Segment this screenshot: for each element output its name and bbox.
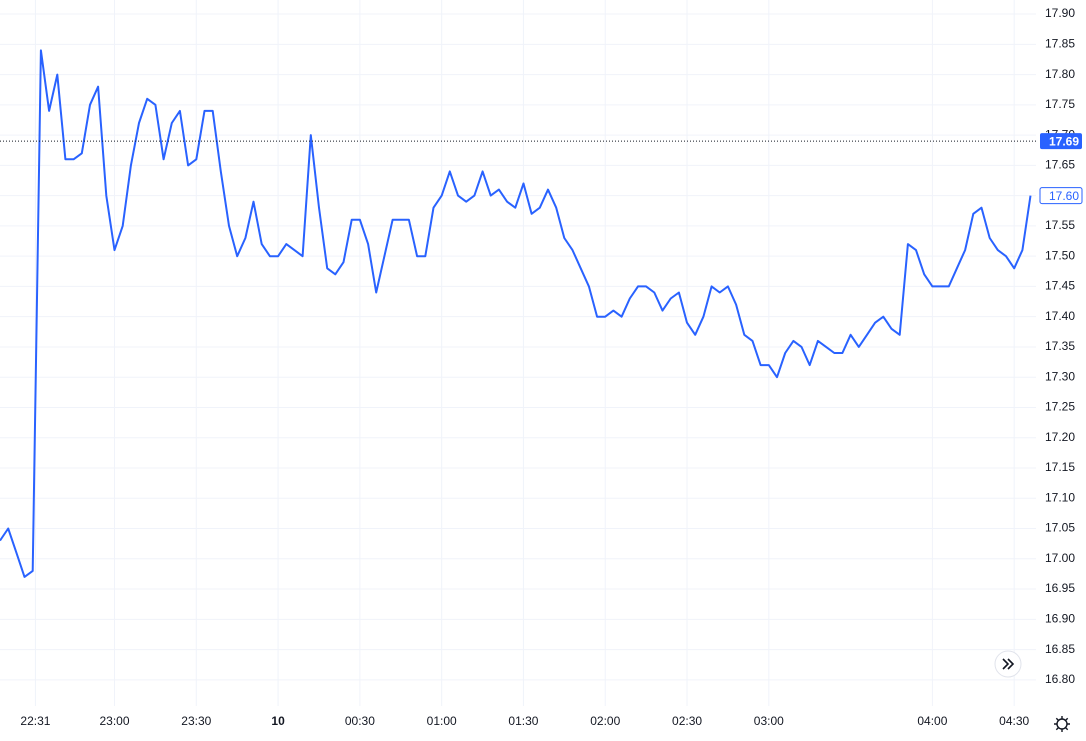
y-tick-label: 17.30	[1045, 369, 1075, 383]
reference-label-box	[1040, 133, 1082, 150]
y-tick-label: 16.80	[1045, 672, 1075, 686]
y-tick-label: 17.20	[1045, 430, 1075, 444]
y-tick-label: 16.90	[1045, 611, 1075, 625]
scroll-icon	[1002, 658, 1015, 670]
x-tick-label: 02:00	[590, 714, 620, 728]
y-tick-label: 17.35	[1045, 339, 1075, 353]
y-tick-label: 17.85	[1045, 36, 1075, 50]
y-tick-label: 17.65	[1045, 158, 1075, 172]
y-tick-label: 17.55	[1045, 218, 1075, 232]
x-tick-label: 04:30	[999, 714, 1029, 728]
y-tick-label: 17.75	[1045, 97, 1075, 111]
y-tick-label: 17.80	[1045, 67, 1075, 81]
last-label: 17.60	[1049, 189, 1079, 203]
y-tick-label: 17.05	[1045, 521, 1075, 535]
x-tick-label: 23:30	[181, 714, 211, 728]
y-tick-label: 17.15	[1045, 460, 1075, 474]
x-tick-label: 23:00	[99, 714, 129, 728]
y-tick-label: 16.85	[1045, 642, 1075, 656]
x-tick-label: 00:30	[345, 714, 375, 728]
x-tick-label: 22:31	[20, 714, 50, 728]
settings-button[interactable]	[1054, 716, 1070, 732]
plot: 16.80 16.85 16.90 16.95 17.00 17.05 17.10 17.15…	[0, 0, 1075, 728]
x-tick-label: 10	[271, 714, 285, 728]
y-tick-label: 17.45	[1045, 279, 1075, 293]
last-label-box	[1039, 187, 1083, 205]
reference-label: 17.69	[1049, 134, 1079, 148]
x-tick-label: 04:00	[917, 714, 947, 728]
y-tick-label: 17.90	[1045, 6, 1075, 20]
price-line	[0, 49, 1032, 578]
x-tick-label: 02:30	[672, 714, 702, 728]
gear-teeth	[1054, 716, 1070, 732]
y-tick-label: 17.40	[1045, 309, 1075, 323]
x-tick-label: 01:30	[508, 714, 538, 728]
overlay: 17.69 17.60	[0, 133, 1083, 205]
gear	[1056, 718, 1068, 730]
y-tick-label: 16.95	[1045, 581, 1075, 595]
x-tick-label: 03:00	[754, 714, 784, 728]
y-tick-label: 17.50	[1045, 248, 1075, 262]
y-tick-label: 17.25	[1045, 400, 1075, 414]
controls	[994, 650, 1070, 732]
y-tick-label: 17.00	[1045, 551, 1075, 565]
y-tick-label: 17.10	[1045, 490, 1075, 504]
x-tick-label: 01:00	[427, 714, 457, 728]
